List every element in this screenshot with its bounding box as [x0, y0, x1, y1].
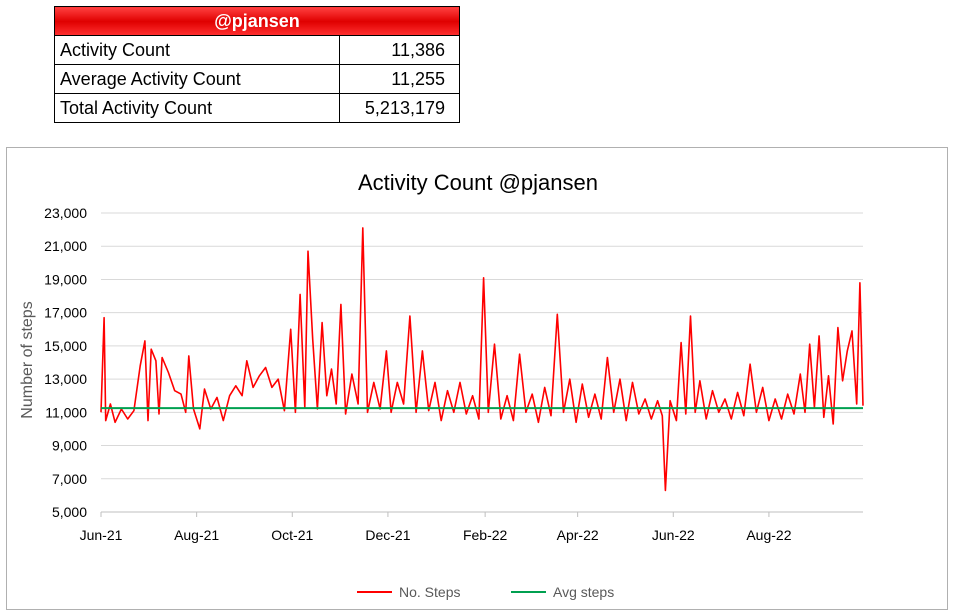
summary-header: @pjansen	[54, 6, 460, 36]
line-chart: Activity Count @pjansen Number of steps …	[19, 170, 864, 600]
y-tick-label: 7,000	[52, 471, 87, 487]
x-tick-label: Dec-21	[365, 527, 410, 543]
series-line-steps	[100, 227, 864, 492]
x-tick-label: Jun-22	[652, 527, 695, 543]
chart-title: Activity Count @pjansen	[358, 170, 598, 195]
summary-table: @pjansen Activity Count 11,386 Average A…	[54, 6, 460, 123]
summary-row: Activity Count 11,386	[54, 35, 460, 65]
x-tick-label: Aug-22	[746, 527, 791, 543]
y-axis-ticks: 5,000 7,000 9,000 11,000 13,000 15,000 17,000 1…	[44, 205, 87, 520]
plot-series	[100, 227, 864, 492]
legend-label-steps: No. Steps	[399, 584, 460, 600]
summary-row-value: 11,255	[339, 64, 460, 94]
y-tick-label: 21,000	[44, 238, 87, 254]
summary-row: Average Activity Count 11,255	[54, 64, 460, 94]
y-tick-label: 23,000	[44, 205, 87, 221]
summary-row: Total Activity Count 5,213,179	[54, 93, 460, 123]
summary-row-label: Activity Count	[54, 35, 340, 65]
summary-row-label: Total Activity Count	[54, 93, 340, 123]
legend: No. Steps Avg steps	[357, 584, 614, 600]
chart-area[interactable]: Activity Count @pjansen Number of steps …	[6, 147, 948, 610]
y-tick-label: 5,000	[52, 504, 87, 520]
x-tick-label: Oct-21	[271, 527, 313, 543]
x-tick-label: Jun-21	[80, 527, 123, 543]
summary-row-label: Average Activity Count	[54, 64, 340, 94]
gridlines	[100, 212, 863, 517]
y-tick-label: 11,000	[45, 404, 87, 420]
y-axis-label: Number of steps	[19, 301, 36, 418]
x-tick-label: Feb-22	[463, 527, 508, 543]
y-tick-label: 13,000	[44, 371, 87, 387]
y-tick-label: 15,000	[44, 338, 87, 354]
y-tick-label: 9,000	[52, 438, 87, 454]
y-tick-label: 19,000	[44, 271, 87, 287]
x-axis-ticks: Jun-21 Aug-21 Oct-21 Dec-21 Feb-22 Apr-22 Jun-…	[80, 527, 792, 543]
summary-header-row: @pjansen	[54, 6, 460, 36]
x-tick-label: Apr-22	[557, 527, 599, 543]
x-tick-label: Aug-21	[174, 527, 219, 543]
summary-row-value: 5,213,179	[339, 93, 460, 123]
summary-row-value: 11,386	[339, 35, 460, 65]
y-tick-label: 17,000	[44, 305, 87, 321]
legend-label-avg: Avg steps	[553, 584, 614, 600]
